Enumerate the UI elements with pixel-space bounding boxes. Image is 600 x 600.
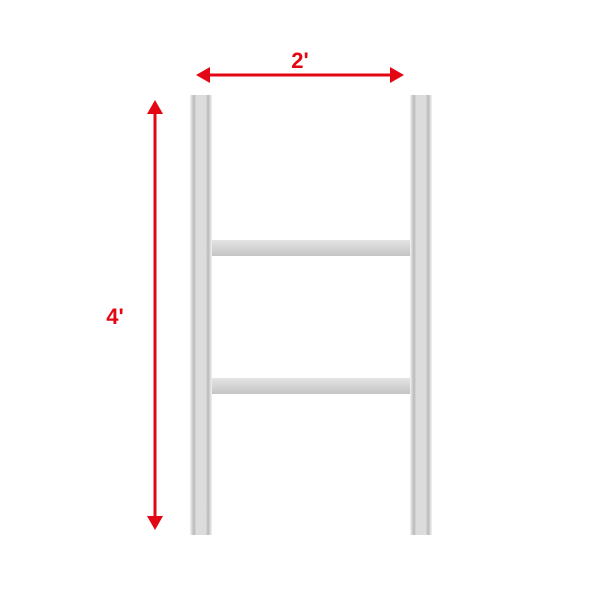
height-dimension-label: 4' (85, 304, 145, 330)
width-dimension-label: 2' (270, 48, 330, 74)
diagram-svg (0, 0, 600, 600)
ladder-dimension-diagram: 2' 4' (0, 0, 600, 600)
